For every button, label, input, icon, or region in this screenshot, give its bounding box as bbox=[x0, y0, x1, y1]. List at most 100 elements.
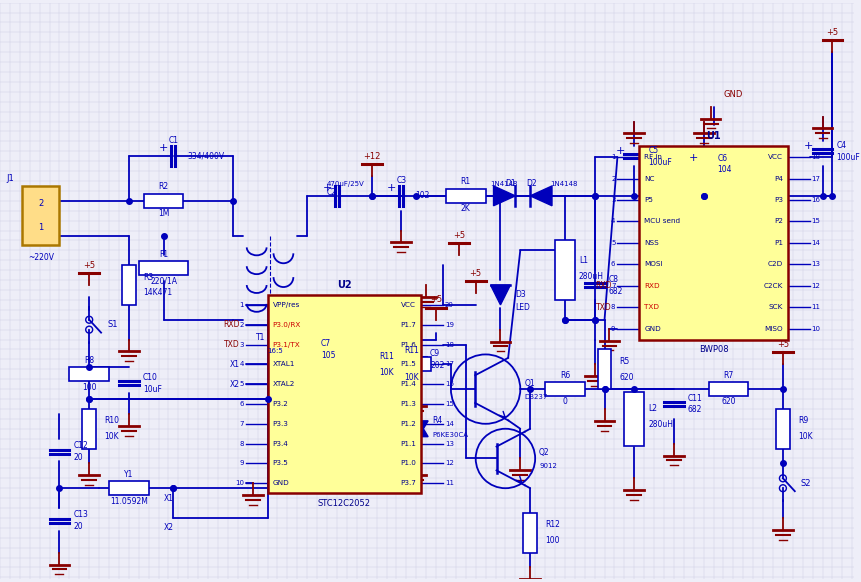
Text: TXD: TXD bbox=[643, 304, 659, 310]
Text: +: + bbox=[158, 143, 168, 153]
Text: R4: R4 bbox=[431, 416, 442, 425]
Bar bbox=[69, 367, 108, 381]
Text: +5: +5 bbox=[430, 296, 442, 304]
Text: P3.7: P3.7 bbox=[400, 480, 416, 486]
Text: 12: 12 bbox=[444, 460, 454, 466]
Text: +: + bbox=[615, 146, 624, 156]
Bar bbox=[82, 409, 96, 449]
Text: TXD: TXD bbox=[224, 340, 239, 349]
Text: P3: P3 bbox=[773, 197, 782, 203]
Text: 9012: 9012 bbox=[538, 463, 556, 470]
Text: SCK: SCK bbox=[768, 304, 782, 310]
Text: 334/400V: 334/400V bbox=[187, 152, 224, 161]
Text: 12: 12 bbox=[811, 283, 820, 289]
Text: 1M: 1M bbox=[158, 209, 169, 218]
Text: 20: 20 bbox=[73, 523, 83, 531]
Text: P1.4: P1.4 bbox=[400, 381, 416, 387]
Text: X1: X1 bbox=[164, 494, 173, 503]
Text: VCC: VCC bbox=[767, 154, 782, 160]
Text: P1.2: P1.2 bbox=[400, 421, 416, 427]
Text: 682: 682 bbox=[687, 406, 702, 414]
Bar bbox=[144, 194, 183, 208]
Text: 18: 18 bbox=[811, 154, 820, 160]
Text: C4: C4 bbox=[835, 141, 846, 150]
Text: C11: C11 bbox=[687, 393, 702, 403]
Text: P6KE30CA: P6KE30CA bbox=[431, 432, 468, 438]
Text: R12: R12 bbox=[544, 520, 560, 530]
Text: R11: R11 bbox=[403, 346, 418, 355]
Text: P1.7: P1.7 bbox=[400, 322, 416, 328]
Text: MISO: MISO bbox=[764, 326, 782, 332]
Text: U1: U1 bbox=[705, 132, 720, 141]
Text: P1.3: P1.3 bbox=[400, 401, 416, 407]
Text: P3.0/RX: P3.0/RX bbox=[272, 322, 300, 328]
Text: Q2: Q2 bbox=[538, 448, 549, 457]
Text: +5: +5 bbox=[826, 28, 838, 37]
Bar bbox=[775, 409, 789, 449]
Bar bbox=[639, 146, 787, 339]
Text: VPP/res: VPP/res bbox=[272, 302, 300, 308]
Text: 16:5: 16:5 bbox=[267, 349, 283, 354]
Text: 6: 6 bbox=[239, 401, 244, 407]
Text: 620: 620 bbox=[721, 398, 734, 406]
Text: P3.4: P3.4 bbox=[272, 441, 288, 446]
Text: Y1: Y1 bbox=[124, 470, 133, 479]
Text: 100: 100 bbox=[544, 536, 559, 545]
Text: DB237: DB237 bbox=[523, 394, 547, 400]
Text: 13: 13 bbox=[811, 261, 820, 267]
Bar bbox=[708, 382, 747, 396]
Text: S1: S1 bbox=[107, 320, 117, 329]
Text: 15: 15 bbox=[444, 401, 454, 407]
Bar bbox=[391, 357, 430, 371]
Text: MOSI: MOSI bbox=[643, 261, 662, 267]
Text: 7: 7 bbox=[239, 421, 244, 427]
Text: 13: 13 bbox=[444, 441, 454, 446]
Text: 100uF: 100uF bbox=[647, 158, 671, 166]
Text: 17: 17 bbox=[444, 361, 454, 367]
Text: RXD: RXD bbox=[594, 281, 610, 290]
Text: 11.0592M: 11.0592M bbox=[109, 496, 147, 506]
Text: P3.1/TX: P3.1/TX bbox=[272, 342, 300, 347]
Text: STC12C2052: STC12C2052 bbox=[318, 499, 370, 508]
Text: C7: C7 bbox=[320, 339, 331, 348]
Text: +: + bbox=[322, 183, 331, 193]
Text: 3: 3 bbox=[610, 197, 615, 203]
Text: 0: 0 bbox=[561, 398, 567, 406]
Text: D1: D1 bbox=[505, 179, 516, 189]
Bar bbox=[121, 265, 136, 305]
Text: R9: R9 bbox=[796, 416, 807, 425]
Text: 20: 20 bbox=[444, 302, 454, 308]
Text: GND: GND bbox=[723, 90, 742, 100]
Text: C8: C8 bbox=[608, 275, 618, 283]
Text: LED: LED bbox=[515, 303, 530, 313]
Text: U2: U2 bbox=[337, 280, 351, 290]
Text: R6: R6 bbox=[559, 371, 569, 379]
Text: RF in: RF in bbox=[643, 154, 661, 160]
Text: 10K: 10K bbox=[104, 432, 119, 441]
Text: 3: 3 bbox=[239, 342, 244, 347]
Text: C3: C3 bbox=[396, 176, 406, 184]
Text: C10: C10 bbox=[143, 372, 158, 382]
Text: +5: +5 bbox=[83, 261, 96, 269]
Text: 6: 6 bbox=[610, 261, 615, 267]
Text: 9: 9 bbox=[610, 326, 615, 332]
Text: +12: +12 bbox=[362, 152, 380, 161]
Text: R5: R5 bbox=[619, 357, 629, 366]
Text: 16: 16 bbox=[444, 381, 454, 387]
Text: ~220V: ~220V bbox=[28, 253, 53, 262]
Text: P1.1: P1.1 bbox=[400, 441, 416, 446]
Text: 2: 2 bbox=[610, 176, 615, 182]
Text: P1.5: P1.5 bbox=[400, 361, 416, 367]
Text: 202: 202 bbox=[430, 361, 444, 370]
Text: 4: 4 bbox=[610, 218, 615, 225]
Text: Q1: Q1 bbox=[523, 379, 535, 388]
Text: T1: T1 bbox=[256, 333, 265, 342]
Text: +5: +5 bbox=[452, 231, 464, 240]
Text: F1: F1 bbox=[158, 250, 168, 259]
Bar bbox=[523, 513, 536, 553]
Text: XTAL1: XTAL1 bbox=[272, 361, 294, 367]
Text: P3.3: P3.3 bbox=[272, 421, 288, 427]
Text: D2: D2 bbox=[525, 179, 536, 189]
Polygon shape bbox=[493, 186, 515, 206]
Text: S2: S2 bbox=[800, 479, 810, 488]
